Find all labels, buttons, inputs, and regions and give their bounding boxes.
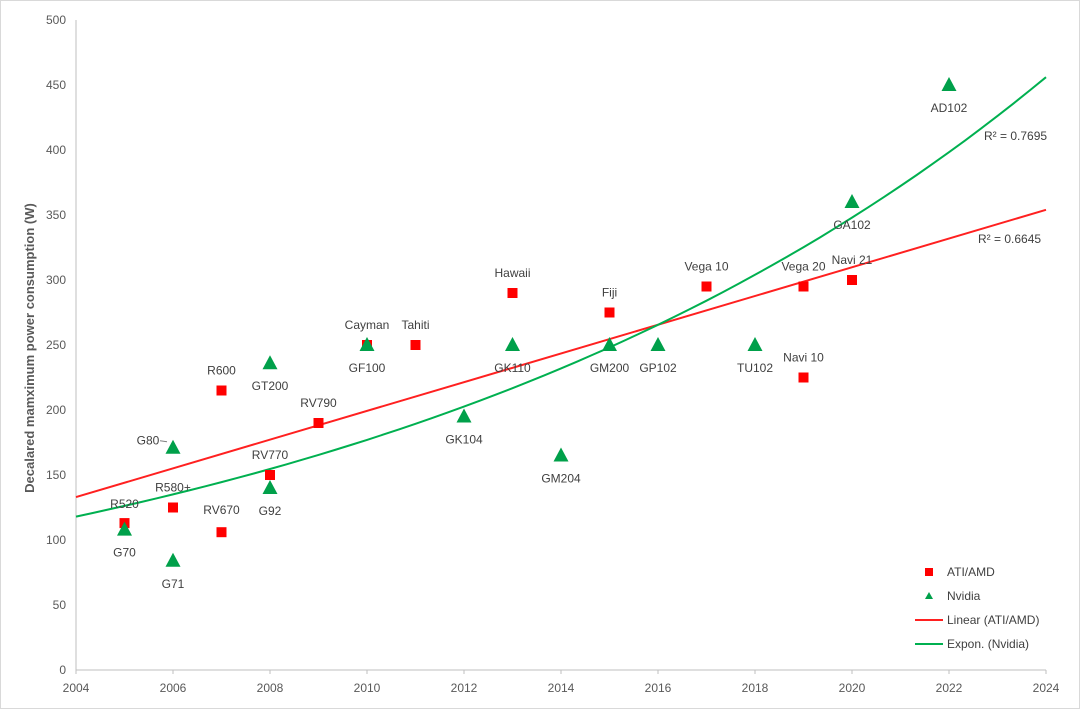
y-tick-label: 450 <box>46 78 66 92</box>
point-nvidia-gp102 <box>650 337 666 351</box>
point-ati-amd-r580- <box>168 502 178 513</box>
legend-swatch-nvidia <box>925 592 933 599</box>
point-ati-amd-rv670 <box>216 527 227 538</box>
point-label: Navi 21 <box>832 253 873 267</box>
point-label: R520 <box>110 497 139 511</box>
legend-label: Expon. (Nvidia) <box>947 637 1029 651</box>
r-squared-label: R² = 0.7695 <box>984 129 1047 143</box>
point-nvidia-gt200 <box>262 355 278 370</box>
point-nvidia-g92 <box>262 480 278 494</box>
legend-label: Linear (ATI/AMD) <box>947 613 1039 627</box>
point-ati-amd-fiji <box>604 307 615 318</box>
point-nvidia-ga102 <box>844 194 860 208</box>
point-nvidia-gf100 <box>359 337 375 351</box>
x-tick-label: 2016 <box>645 681 672 695</box>
point-label: TU102 <box>737 361 773 375</box>
data-points <box>117 77 957 567</box>
point-ati-amd-navi-21 <box>847 275 857 285</box>
point-label: GM200 <box>590 361 630 375</box>
y-tick-label: 400 <box>46 143 66 157</box>
point-label: Navi 10 <box>783 351 824 365</box>
y-tick-label: 50 <box>53 598 67 612</box>
point-label: Cayman <box>345 318 390 332</box>
y-tick-label: 150 <box>46 468 66 482</box>
trendlines: R² = 0.6645 R² = 0.7695 <box>75 76 1047 518</box>
point-label: AD102 <box>931 101 968 115</box>
point-label: Vega 20 <box>781 260 825 274</box>
y-tick-label: 300 <box>46 273 66 287</box>
point-label: G80 <box>137 434 160 448</box>
x-tick-label: 2020 <box>839 681 866 695</box>
y-tick-label: 0 <box>59 663 66 677</box>
point-nvidia-tu102 <box>747 337 763 351</box>
point-label: Hawaii <box>494 266 530 280</box>
point-ati-amd-rv790 <box>313 418 324 428</box>
point-label: Tahiti <box>401 318 429 332</box>
g80-leader-line <box>159 440 168 443</box>
point-nvidia-g71 <box>165 552 181 567</box>
x-tick-label: 2010 <box>354 681 381 695</box>
point-label: RV790 <box>300 396 337 410</box>
point-ati-amd-navi-10 <box>798 372 809 383</box>
x-tick-label: 2004 <box>63 681 90 695</box>
point-ati-amd-rv770 <box>265 470 275 480</box>
point-label: G71 <box>162 577 185 591</box>
r-squared-label: R² = 0.6645 <box>978 232 1041 246</box>
point-label: R580+ <box>155 481 191 495</box>
point-label: GK104 <box>445 433 483 447</box>
point-nvidia-ad102 <box>941 77 957 91</box>
point-label: GF100 <box>349 361 386 375</box>
point-nvidia-g70 <box>117 521 132 536</box>
expon-trendline-nvidia <box>75 76 1047 518</box>
x-tick-label: 2022 <box>936 681 963 695</box>
x-tick-label: 2006 <box>160 681 187 695</box>
point-nvidia-g80 <box>165 439 181 454</box>
point-label: GA102 <box>833 218 871 232</box>
x-tick-label: 2018 <box>742 681 769 695</box>
point-ati-amd-vega-20 <box>798 281 809 292</box>
point-ati-amd-r600 <box>216 385 227 396</box>
y-tick-label: 100 <box>46 533 66 547</box>
legend-swatch-ati-amd <box>925 568 933 576</box>
x-tick-label: 2024 <box>1033 681 1060 695</box>
point-label: GK110 <box>494 361 531 375</box>
x-tick-label: 2008 <box>257 681 284 695</box>
point-nvidia-gm200 <box>602 337 617 351</box>
point-nvidia-gk104 <box>456 408 472 423</box>
linear-trendline-ati-amd <box>75 208 1047 499</box>
point-label: Fiji <box>602 286 617 300</box>
legend: ATI/AMD Nvidia Linear (ATI/AMD) Expon. (Nvi… <box>915 565 1039 651</box>
point-label: GM204 <box>541 472 581 486</box>
y-tick-label: 500 <box>46 13 66 27</box>
point-label: GT200 <box>252 379 289 393</box>
legend-label: ATI/AMD <box>947 565 995 579</box>
point-label: G92 <box>259 504 282 518</box>
point-label: G70 <box>113 546 136 560</box>
point-label: RV670 <box>203 503 240 517</box>
point-nvidia-gm204 <box>553 447 569 462</box>
x-tick-label: 2012 <box>451 681 478 695</box>
y-tick-label: 250 <box>46 338 66 352</box>
y-tick-label: 200 <box>46 403 66 417</box>
point-label: Vega 10 <box>684 260 728 274</box>
y-tick-label: 350 <box>46 208 66 222</box>
y-axis-title: Decalared mamximum power consumption (W) <box>22 203 37 493</box>
point-ati-amd-vega-10 <box>701 281 712 292</box>
point-nvidia-gk110 <box>505 337 520 351</box>
point-labels: R520 R580+ R600 RV670 RV770 RV790 Cayman Tahiti… <box>110 101 968 591</box>
point-ati-amd-hawaii <box>507 288 518 298</box>
x-tick-label: 2014 <box>548 681 575 695</box>
point-label: R600 <box>207 364 236 378</box>
point-label: GP102 <box>639 361 677 375</box>
legend-label: Nvidia <box>947 589 981 603</box>
axes: 0 50 100 150 200 250 300 350 400 450 500 2004 2006 20… <box>46 13 1060 695</box>
point-ati-amd-tahiti <box>410 340 421 350</box>
point-label: RV770 <box>252 448 289 462</box>
